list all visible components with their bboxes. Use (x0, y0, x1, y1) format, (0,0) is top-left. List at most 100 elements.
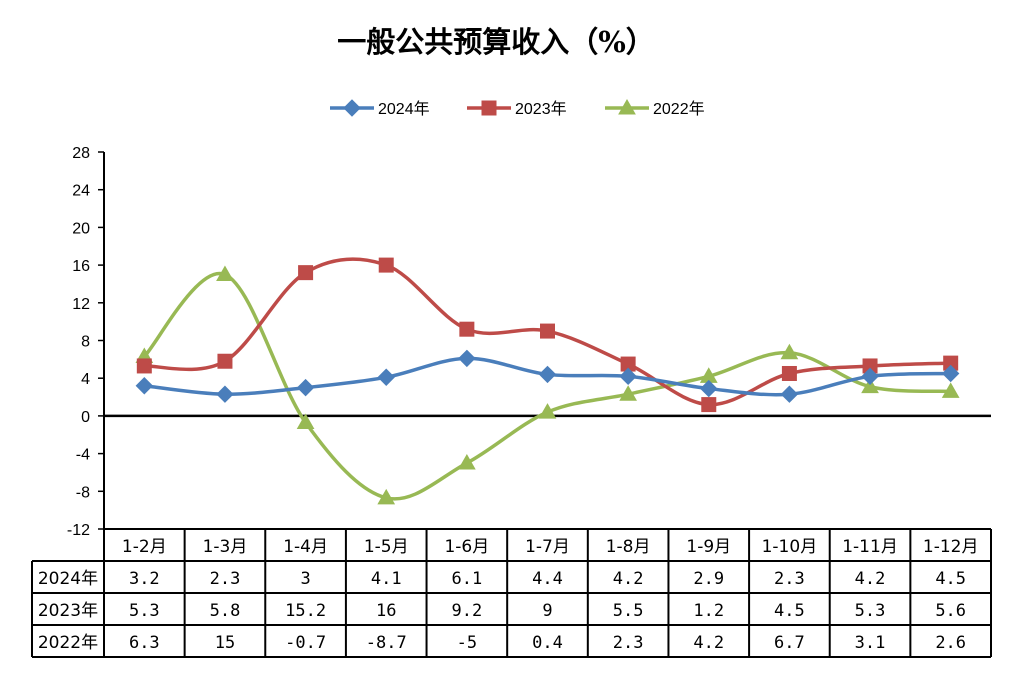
table-cell: 5.6 (935, 601, 966, 621)
category-label: 1-8月 (606, 537, 651, 557)
table-cell: 4.5 (774, 601, 805, 621)
table-cell: 2.3 (774, 569, 805, 589)
table-cell: 1.2 (693, 601, 724, 621)
data-point (459, 321, 475, 337)
series-layer (135, 257, 960, 505)
data-point (700, 379, 718, 398)
table-row-header: 2024年 (38, 569, 98, 589)
series-line (143, 271, 951, 501)
table-cell: 5.5 (613, 601, 644, 621)
y-tick-label: 20 (72, 220, 90, 237)
data-point (538, 403, 557, 419)
y-tick-label: -12 (67, 522, 90, 539)
data-point (861, 377, 879, 394)
y-tick-label: 0 (81, 409, 90, 426)
table-cell: -5 (457, 633, 477, 653)
table-cell: 4.1 (371, 569, 402, 589)
table-cell: 15.2 (285, 601, 326, 621)
y-tick-label: 16 (72, 258, 90, 275)
table-cell: 4.2 (613, 569, 644, 589)
y-tick-label: 24 (72, 183, 90, 200)
data-point (458, 454, 476, 470)
legend-marker (618, 98, 636, 115)
data-point (216, 265, 234, 282)
table-cell: 6.1 (452, 569, 483, 589)
legend-label: 2022年 (653, 100, 705, 118)
table-cell: 9 (542, 601, 552, 621)
legend-marker (481, 100, 497, 116)
y-axis: 28 24 20 16 12 8 4 0 -4 -8 -12 (67, 145, 991, 539)
data-point (619, 385, 637, 401)
table-cell: 3.2 (129, 569, 160, 589)
legend: 2024年 2023年 2022年 (330, 98, 705, 118)
table-cell: 4.5 (935, 569, 966, 589)
chart-title: 一般公共预算收入（%） (337, 25, 655, 59)
data-table: 1-2月 1-3月 1-4月 1-5月 1-6月 1-7月 1-8月 1-9月 1-10月 1-1… (31, 528, 992, 658)
table-cell: 2.6 (935, 633, 966, 653)
data-point (538, 365, 557, 384)
data-point (217, 353, 233, 369)
series-2024年 (135, 349, 960, 403)
data-point (540, 323, 555, 339)
table-cell: 2.3 (210, 569, 241, 589)
series-2023年 (136, 257, 959, 413)
series-line (144, 257, 951, 407)
category-label: 1-12月 (923, 537, 979, 557)
category-label: 1-3月 (203, 537, 248, 557)
category-label: 1-9月 (686, 537, 731, 557)
y-tick-label: 28 (72, 145, 90, 162)
data-point (136, 358, 152, 374)
category-label: 1-11月 (842, 537, 898, 557)
table-cell: 3 (300, 569, 310, 589)
category-label: 1-4月 (283, 537, 328, 557)
table-cell: 4.2 (693, 633, 724, 653)
y-tick-label: 8 (81, 334, 90, 351)
data-point (780, 385, 799, 403)
data-point (377, 368, 395, 386)
table-cell: 4.2 (855, 569, 886, 589)
data-point (377, 488, 396, 505)
data-point (135, 377, 154, 395)
data-point (941, 364, 960, 383)
data-point (298, 265, 314, 281)
category-label: 1-6月 (444, 537, 489, 557)
data-point (378, 257, 394, 273)
table-cell: 6.3 (129, 633, 160, 653)
data-point (861, 367, 879, 386)
category-label: 1-10月 (762, 537, 818, 557)
table-row-header: 2023年 (38, 601, 98, 621)
table-row-header: 2022年 (38, 633, 98, 653)
data-point (941, 382, 960, 398)
table-cell: 2.3 (613, 633, 644, 653)
legend-label: 2024年 (378, 100, 430, 118)
table-cell: 2.9 (693, 569, 724, 589)
legend-label: 2023年 (515, 100, 567, 118)
table-cell: 9.2 (452, 601, 483, 621)
data-point (780, 343, 799, 360)
y-tick-label: -8 (76, 484, 90, 501)
table-cell: 4.4 (532, 569, 563, 589)
category-label: 1-2月 (122, 537, 167, 557)
data-point (216, 385, 234, 403)
y-tick-label: 12 (72, 296, 90, 313)
table-cell: 16 (376, 601, 396, 621)
category-label: 1-7月 (525, 537, 570, 557)
table-cell: 3.1 (855, 633, 886, 653)
table-cell: 5.3 (129, 601, 160, 621)
data-point (296, 378, 315, 397)
table-cell: -0.7 (285, 633, 326, 653)
data-point (458, 349, 476, 368)
legend-marker (343, 99, 361, 117)
data-point (296, 413, 315, 429)
y-tick-label: 4 (81, 371, 90, 388)
table-cell: 5.8 (210, 601, 241, 621)
data-point (619, 367, 637, 386)
table-cell: 15 (215, 633, 235, 653)
table-cell: 0.4 (532, 633, 563, 653)
data-point (781, 365, 797, 381)
table-cell: 6.7 (774, 633, 805, 653)
data-point (701, 397, 717, 413)
category-label: 1-5月 (364, 537, 409, 557)
series-2022年 (135, 265, 960, 505)
